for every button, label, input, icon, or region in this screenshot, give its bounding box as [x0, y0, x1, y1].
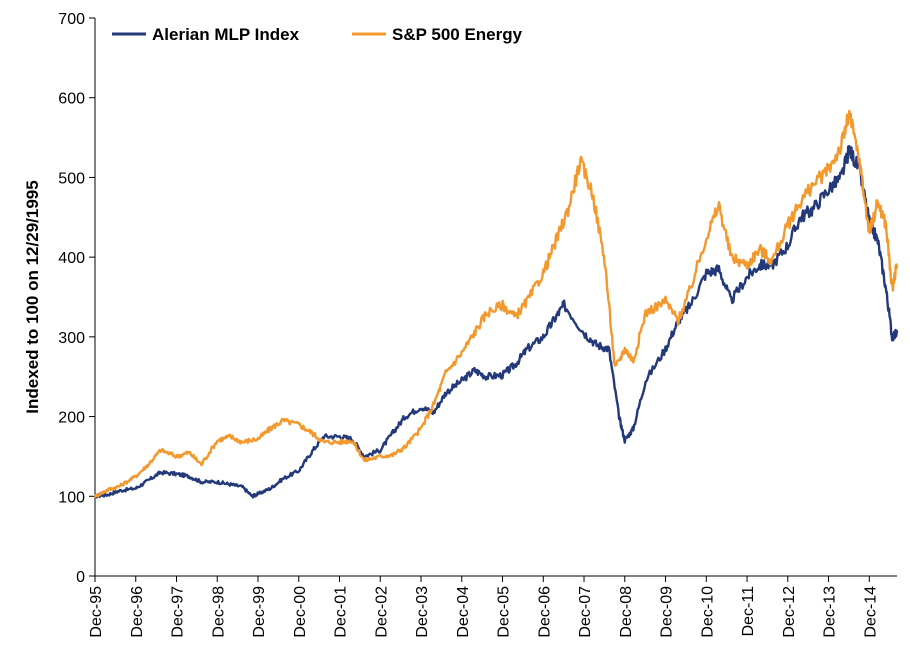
x-tick-label: Dec-02 — [373, 586, 390, 638]
x-tick-label: Dec-95 — [88, 586, 105, 638]
legend-label: Alerian MLP Index — [152, 25, 300, 44]
x-tick-label: Dec-03 — [414, 586, 431, 638]
x-tick-label: Dec-11 — [740, 586, 757, 636]
y-tick-label: 600 — [58, 91, 85, 108]
x-tick-label: Dec-98 — [210, 586, 227, 638]
y-axis-title: Indexed to 100 on 12/29/1995 — [23, 180, 42, 413]
x-tick-label: Dec-08 — [618, 586, 635, 638]
y-tick-label: 0 — [76, 569, 85, 586]
x-axis-ticks: Dec-95 Dec-96 Dec-97 Dec-98 Dec-99 Dec-00 Dec-… — [88, 576, 879, 638]
x-tick-label: Dec-10 — [699, 586, 716, 638]
y-tick-label: 500 — [58, 170, 85, 187]
legend: Alerian MLP Index S&P 500 Energy — [112, 25, 523, 44]
y-tick-label: 400 — [58, 250, 85, 267]
series-line-alerian-mlp-index — [94, 144, 899, 499]
y-tick-label: 200 — [58, 410, 85, 427]
x-tick-label: Dec-13 — [822, 586, 839, 638]
x-tick-label: Dec-14 — [862, 586, 879, 638]
x-tick-label: Dec-99 — [251, 586, 268, 638]
x-tick-label: Dec-07 — [577, 586, 594, 638]
x-tick-label: Dec-01 — [333, 586, 350, 638]
y-tick-label: 100 — [58, 489, 85, 506]
series-line-sp500-energy — [93, 109, 899, 498]
x-tick-label: Dec-00 — [292, 586, 309, 638]
y-tick-label: 700 — [58, 11, 85, 28]
x-tick-label: Dec-06 — [536, 586, 553, 638]
x-tick-label: Dec-04 — [455, 586, 472, 638]
legend-label: S&P 500 Energy — [392, 25, 523, 44]
x-tick-label: Dec-96 — [129, 586, 146, 638]
x-tick-label: Dec-97 — [170, 586, 187, 638]
y-axis-ticks: 0 100 200 300 400 500 600 700 — [58, 11, 95, 586]
x-tick-label: Dec-05 — [496, 586, 513, 638]
y-tick-label: 300 — [58, 330, 85, 347]
x-tick-label: Dec-12 — [781, 586, 798, 638]
series-lines — [93, 109, 899, 499]
x-tick-label: Dec-09 — [659, 586, 676, 638]
